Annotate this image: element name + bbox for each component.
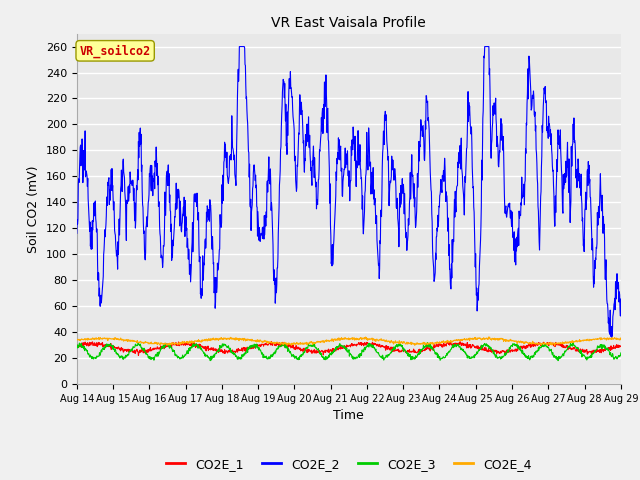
X-axis label: Time: Time xyxy=(333,409,364,422)
Y-axis label: Soil CO2 (mV): Soil CO2 (mV) xyxy=(28,165,40,252)
Title: VR East Vaisala Profile: VR East Vaisala Profile xyxy=(271,16,426,30)
Text: VR_soilco2: VR_soilco2 xyxy=(79,44,151,58)
Legend: CO2E_1, CO2E_2, CO2E_3, CO2E_4: CO2E_1, CO2E_2, CO2E_3, CO2E_4 xyxy=(161,453,536,476)
